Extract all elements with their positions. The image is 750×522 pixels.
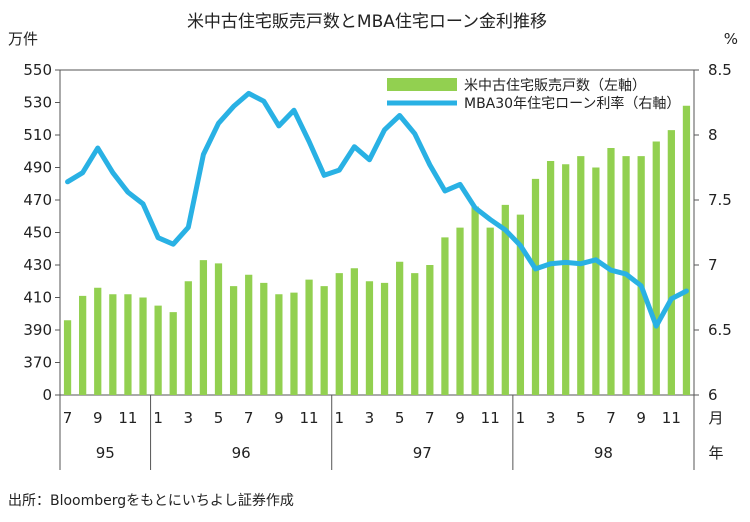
month-label: 7 — [244, 409, 254, 427]
year-label: 95 — [96, 444, 115, 462]
right-tick-label: 7.5 — [708, 191, 732, 209]
month-label: 11 — [481, 409, 500, 427]
bar — [124, 294, 132, 395]
bar — [396, 261, 404, 395]
year-label: 96 — [232, 444, 251, 462]
bar — [63, 320, 72, 395]
right-tick-label: 6.5 — [708, 321, 732, 339]
bar — [199, 260, 208, 395]
left-axis-unit: 万件 — [8, 30, 38, 48]
month-label: 5 — [214, 409, 224, 427]
bar — [426, 265, 434, 395]
month-label: 11 — [300, 409, 319, 427]
month-label: 11 — [118, 409, 137, 427]
bar — [501, 204, 509, 395]
month-label: 9 — [274, 409, 284, 427]
year-label: 98 — [594, 444, 613, 462]
bar — [667, 130, 675, 395]
left-tick-label: 470 — [23, 191, 52, 209]
left-tick-label: 390 — [23, 321, 52, 339]
left-axis: 0 370 390 410 430 450 470 490 510 530 550 — [23, 61, 60, 404]
bar — [652, 141, 660, 395]
left-tick-label: 0 — [42, 386, 52, 404]
bar — [637, 156, 645, 395]
bar — [320, 286, 328, 395]
right-tick-label: 8 — [708, 126, 718, 144]
bar — [546, 161, 555, 395]
x-unit-month: 月 — [708, 409, 723, 427]
bar — [154, 305, 162, 395]
bar — [169, 312, 177, 395]
month-label: 1 — [153, 409, 163, 427]
month-label: 9 — [636, 409, 646, 427]
bar — [486, 227, 494, 395]
month-label: 9 — [455, 409, 465, 427]
bar — [592, 167, 600, 395]
month-label: 1 — [334, 409, 344, 427]
legend-line-label: MBA30年住宅ローン利率（右軸） — [464, 95, 680, 112]
month-label: 7 — [606, 409, 616, 427]
right-tick-label: 6 — [708, 386, 718, 404]
month-label: 5 — [395, 409, 405, 427]
year-label: 97 — [413, 444, 432, 462]
bar — [682, 105, 691, 395]
bar — [79, 295, 87, 395]
month-label: 3 — [184, 409, 194, 427]
source-note: 出所：Bloombergをもとにいちよし証券作成 — [8, 493, 294, 509]
bar — [350, 268, 358, 395]
right-axis-unit: % — [724, 30, 738, 48]
month-label: 5 — [576, 409, 586, 427]
left-tick-label: 550 — [23, 61, 52, 79]
legend-bar-label: 米中古住宅販売戸数（左軸） — [464, 78, 646, 94]
bar — [139, 297, 147, 395]
bar — [411, 273, 419, 395]
month-label: 9 — [93, 409, 103, 427]
month-label: 1 — [516, 409, 526, 427]
left-tick-label: 450 — [23, 224, 52, 242]
bar — [471, 206, 479, 395]
bar — [380, 282, 389, 395]
right-axis: 6 6.5 7 7.5 8 8.5 — [694, 61, 732, 404]
month-label: 3 — [365, 409, 375, 427]
right-tick-label: 7 — [708, 256, 718, 274]
bar — [290, 292, 298, 395]
bar — [214, 263, 223, 395]
chart-title: 米中古住宅販売戸数とMBA住宅ローン金利推移 — [187, 12, 547, 32]
right-tick-label: 8.5 — [708, 61, 732, 79]
bar — [184, 281, 192, 395]
left-tick-label: 510 — [23, 126, 52, 144]
bar — [456, 227, 464, 395]
bar — [516, 214, 525, 395]
month-label: 11 — [662, 409, 681, 427]
bar — [441, 237, 449, 395]
line-path — [65, 90, 689, 329]
left-tick-label: 530 — [23, 94, 52, 112]
legend: 米中古住宅販売戸数（左軸） MBA30年住宅ローン利率（右軸） — [387, 78, 680, 112]
month-label: 7 — [425, 409, 435, 427]
month-label: 7 — [63, 409, 73, 427]
bar — [365, 281, 374, 395]
legend-bar-swatch — [387, 78, 457, 91]
left-tick-label: 410 — [23, 289, 52, 307]
bar — [94, 287, 102, 395]
line-series — [65, 90, 689, 329]
bar — [305, 279, 313, 395]
bar — [229, 286, 238, 395]
left-tick-label: 430 — [23, 256, 52, 274]
bar — [109, 294, 117, 395]
bar — [562, 164, 570, 395]
left-tick-label: 370 — [23, 354, 52, 372]
month-label: 3 — [546, 409, 556, 427]
bar — [577, 156, 585, 395]
bar — [260, 282, 268, 395]
bar — [245, 274, 253, 395]
bar — [335, 273, 343, 395]
left-tick-label: 490 — [23, 159, 52, 177]
x-unit-year: 年 — [708, 444, 723, 462]
bar — [275, 294, 283, 395]
bar — [531, 178, 540, 395]
